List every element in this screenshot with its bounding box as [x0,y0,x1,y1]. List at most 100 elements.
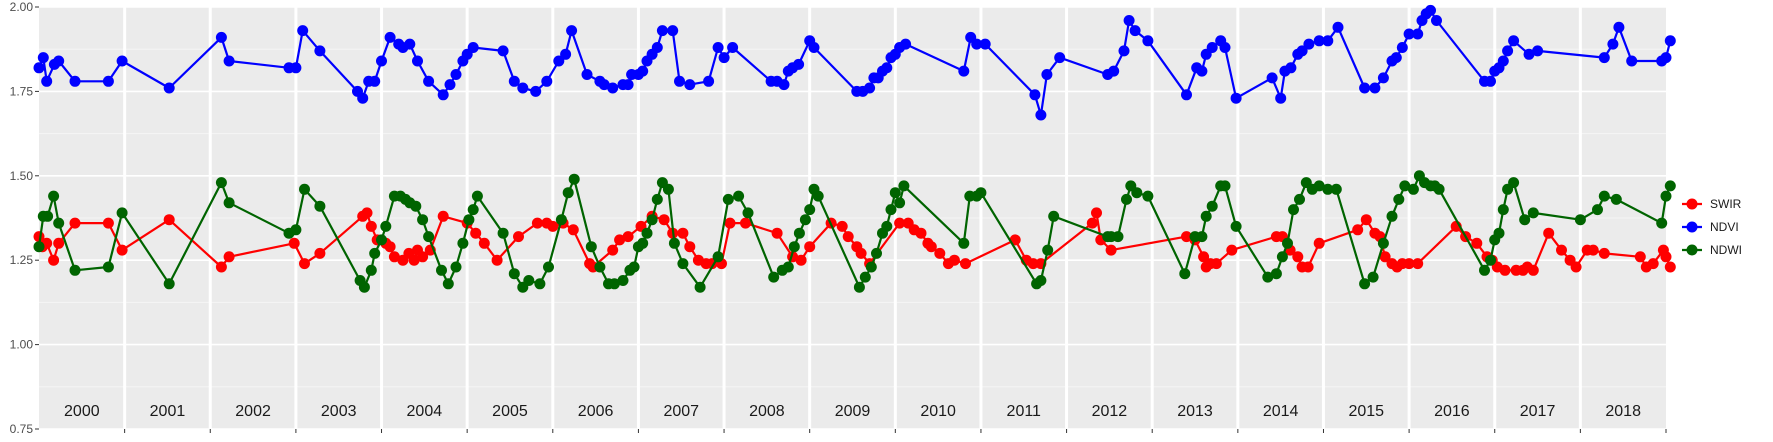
data-point-ndvi [497,45,509,57]
data-point-swir [531,217,543,229]
data-point-swir [163,214,175,226]
year-labels: 2000 2001 2002 2003 2004 2005 2006 2007 2008 2009… [64,403,1641,420]
legend-label-ndvi: NDVI [1710,220,1739,234]
data-point-ndvi [712,42,724,53]
data-point-ndwi [641,227,653,239]
data-point-swir [288,237,300,249]
data-point-swir [116,244,128,256]
data-point-swir [607,244,619,256]
data-point-ndwi [585,241,597,253]
legend-marker-ndvi [1686,221,1698,233]
data-point-ndwi [1399,180,1411,192]
data-point-swir [215,261,227,273]
data-point-ndvi [1664,35,1676,47]
data-point-ndvi [1390,52,1402,64]
data-point-ndwi [1112,231,1124,243]
data-point-ndwi [1508,177,1520,189]
data-point-ndvi [1607,38,1619,50]
data-point-ndvi [1296,45,1308,57]
data-point-ndwi [1200,210,1212,222]
data-point-swir [1105,244,1117,256]
data-point-ndvi [437,89,449,101]
data-point-swir [1660,251,1672,263]
y-tick-label: 2.00 [10,0,34,14]
data-point-ndvi [971,38,983,50]
data-point-ndvi [290,62,302,74]
data-point-ndvi [718,52,730,64]
data-point-ndvi [622,79,634,91]
data-point-swir [894,217,906,229]
data-point-ndvi [684,79,696,91]
data-point-swir [513,231,524,243]
data-point-ndwi [1610,193,1622,205]
data-point-ndvi [1118,45,1130,57]
data-point-ndwi [617,275,629,286]
data-point-ndvi [1626,55,1638,67]
series-ndvi [33,4,1676,121]
data-point-ndwi [1527,207,1539,219]
data-point-swir [1598,247,1610,259]
data-point-ndvi [1181,89,1192,101]
data-point-ndvi [412,55,423,67]
data-point-ndvi [656,25,668,37]
data-point-swir [1570,261,1582,273]
data-point-ndwi [555,214,567,226]
data-point-ndwi [534,278,546,290]
data-point-ndwi [417,214,429,226]
data-point-ndvi [41,75,53,87]
data-point-swir [299,258,310,270]
data-point-ndvi [357,92,369,104]
data-point-ndwi [668,237,680,249]
data-point-swir [1634,251,1646,263]
data-point-ndwi [958,237,970,249]
data-point-ndwi [1048,210,1060,222]
data-point-ndwi [358,281,370,293]
data-point-ndvi [703,75,715,87]
data-point-ndwi [1598,190,1610,202]
data-point-ndvi [508,75,520,87]
data-point-swir [478,237,490,249]
data-point-ndvi [881,62,893,74]
data-point-swir [1027,258,1039,270]
data-point-ndwi [1313,180,1325,192]
data-point-ndwi [594,261,606,273]
data-point-ndvi [793,58,805,70]
data-point-swir [1091,207,1102,219]
data-point-ndwi [646,214,658,226]
data-point-ndvi [1485,75,1496,87]
data-point-ndvi [1322,35,1334,47]
data-point-ndwi [1367,271,1379,283]
data-point-ndwi [215,177,227,189]
year-label: 2003 [321,403,357,420]
data-point-ndvi [581,69,593,80]
data-point-swir [1292,251,1304,263]
data-point-ndvi [651,42,663,53]
data-point-swir [437,210,449,222]
data-point-ndvi [223,55,235,67]
data-point-ndvi [404,38,416,50]
data-point-ndwi [853,281,865,293]
data-point-ndwi [369,247,381,259]
data-point-swir [1647,258,1659,270]
data-point-swir [365,220,377,232]
data-point-swir [1086,217,1098,229]
data-point-swir [804,241,816,253]
data-point-ndvi [1502,45,1514,57]
data-point-ndwi [1196,231,1208,243]
data-point-ndwi [812,190,824,202]
data-point-ndwi [1407,183,1419,195]
year-separators [123,7,1582,429]
data-point-ndwi [568,173,580,185]
data-point-ndwi [975,187,987,199]
data-point-swir [48,254,60,266]
data-point-ndvi [1303,38,1315,50]
data-point-ndwi [628,261,640,273]
year-label: 2006 [578,403,614,420]
data-point-ndwi [712,251,724,263]
data-point-ndvi [116,55,128,67]
data-point-ndvi [1431,15,1442,26]
data-point-swir [915,227,927,239]
data-point-ndvi [1369,82,1381,94]
data-point-ndvi [384,31,396,43]
data-point-ndwi [33,241,45,253]
